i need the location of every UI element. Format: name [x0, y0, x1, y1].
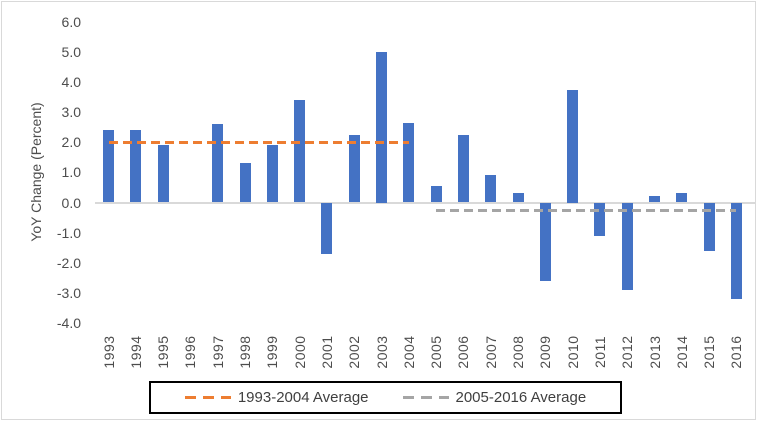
x-tick-2013: 2013 — [646, 335, 663, 369]
x-tick-2000: 2000 — [291, 335, 308, 369]
x-tick-2011: 2011 — [591, 335, 608, 369]
x-tick-2006: 2006 — [455, 335, 472, 369]
x-tick-1993: 1993 — [100, 335, 117, 369]
legend-label-2005-2016: 2005-2016 Average — [455, 389, 587, 406]
reference-line-2005-2016 — [436, 208, 737, 212]
y-tick--2.0: -2.0 — [56, 254, 81, 271]
bar-2006 — [457, 134, 469, 203]
bar-2005 — [430, 185, 442, 203]
bar-2004 — [403, 122, 415, 203]
y-tick-5.0: 5.0 — [61, 44, 81, 60]
x-tick-2004: 2004 — [400, 335, 417, 369]
legend-label-1993-2004: 1993-2004 Average — [237, 389, 369, 406]
y-tick--3.0: -3.0 — [56, 284, 81, 301]
bar-2008 — [512, 193, 524, 203]
bar-2016 — [730, 202, 742, 299]
y-tick-4.0: 4.0 — [61, 74, 81, 91]
legend-item-1993-2004-average: 1993-2004 Average — [184, 389, 369, 406]
x-tick-2007: 2007 — [482, 335, 499, 369]
x-tick-1996: 1996 — [182, 335, 199, 369]
x-tick-2010: 2010 — [564, 335, 581, 369]
x-tick-2008: 2008 — [510, 335, 526, 369]
y-tick--4.0: -4.0 — [56, 314, 81, 331]
x-tick-2001: 2001 — [318, 335, 335, 369]
x-tick-2002: 2002 — [346, 335, 363, 369]
x-tick-2015: 2015 — [701, 335, 718, 369]
x-tick-1994: 1994 — [127, 335, 144, 369]
x-tick-1997: 1997 — [209, 335, 226, 369]
bar-1998 — [239, 163, 251, 203]
x-tick-2014: 2014 — [673, 335, 690, 369]
bar-2014 — [676, 193, 688, 203]
bar-1994 — [130, 130, 142, 203]
x-tick-1998: 1998 — [237, 335, 253, 369]
x-tick-2005: 2005 — [428, 335, 445, 369]
y-tick--1.0: -1.0 — [56, 224, 81, 241]
bar-2010 — [567, 89, 579, 203]
bar-1997 — [212, 124, 224, 203]
gray-dashed-line-icon — [402, 396, 449, 399]
y-tick-0.0: 0.0 — [61, 194, 81, 211]
reference-line-1993-2004 — [108, 140, 409, 144]
x-tick-2003: 2003 — [373, 335, 390, 369]
bar-2007 — [485, 175, 497, 203]
y-tick-3.0: 3.0 — [61, 104, 81, 121]
bar-2002 — [348, 134, 360, 203]
bar-2012 — [621, 202, 633, 290]
x-tick-2012: 2012 — [619, 335, 636, 369]
bar-1995 — [157, 145, 169, 203]
bar-2001 — [321, 202, 333, 254]
orange-dashed-line-icon — [184, 396, 231, 399]
bar-1993 — [103, 130, 114, 203]
bar-2013 — [649, 196, 660, 203]
bar-2000 — [294, 100, 306, 203]
legend-item-2005-2016-average: 2005-2016 Average — [402, 389, 587, 406]
bar-2003 — [376, 52, 387, 203]
x-tick-2009: 2009 — [537, 335, 554, 369]
y-tick-6.0: 6.0 — [61, 13, 81, 30]
bar-2015 — [703, 202, 715, 251]
x-tick-2016: 2016 — [728, 335, 745, 369]
bar-2011 — [594, 202, 606, 236]
y-tick-1.0: 1.0 — [61, 164, 81, 181]
x-axis-line — [95, 201, 755, 204]
y-tick-2.0: 2.0 — [61, 134, 81, 151]
legend: 1993-2004 Average 2005-2016 Average — [149, 381, 622, 414]
bar-1999 — [266, 145, 278, 203]
x-tick-1995: 1995 — [155, 335, 172, 369]
x-tick-1999: 1999 — [264, 335, 281, 369]
bar-2009 — [539, 202, 551, 281]
